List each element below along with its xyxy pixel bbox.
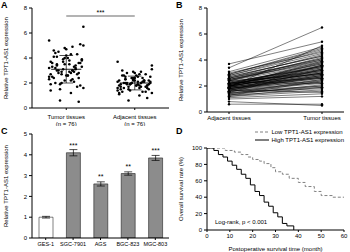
svg-text:5: 5 xyxy=(24,131,28,137)
svg-text:Adjacent tissues(n = 76): Adjacent tissues(n = 76) xyxy=(113,114,157,126)
svg-text:Relative TPT1-AS1 expression: Relative TPT1-AS1 expression xyxy=(8,17,9,99)
svg-text:2: 2 xyxy=(24,194,28,200)
svg-text:60: 60 xyxy=(341,233,342,239)
html-text:C: C xyxy=(1,126,8,136)
svg-text:40: 40 xyxy=(195,194,202,200)
svg-text:GES-1: GES-1 xyxy=(37,241,54,247)
html-text:High TPT1-AS1 expression: High TPT1-AS1 expression xyxy=(271,137,344,143)
svg-text:2: 2 xyxy=(24,80,28,86)
svg-text:0: 0 xyxy=(199,109,203,115)
svg-text:3: 3 xyxy=(24,173,28,179)
html-text:B: B xyxy=(176,0,183,10)
svg-text:0: 0 xyxy=(24,235,28,241)
svg-text:4: 4 xyxy=(24,152,28,158)
svg-text:Tumor tissues(n = 76): Tumor tissues(n = 76) xyxy=(48,114,85,126)
svg-text:0: 0 xyxy=(205,233,209,239)
svg-text:Overall survival rate (%): Overall survival rate (%) xyxy=(178,157,184,221)
svg-text:**: ** xyxy=(125,163,131,170)
svg-text:10: 10 xyxy=(226,233,233,239)
svg-text:20: 20 xyxy=(249,233,256,239)
svg-text:***: *** xyxy=(69,142,77,149)
svg-text:50: 50 xyxy=(318,233,325,239)
svg-text:MGC-803: MGC-803 xyxy=(143,241,167,247)
svg-text:**: ** xyxy=(98,173,104,180)
html-text:A: A xyxy=(1,0,8,10)
svg-text:SGC-7901: SGC-7901 xyxy=(60,241,86,247)
svg-text:30: 30 xyxy=(272,233,279,239)
svg-text:1: 1 xyxy=(24,214,28,220)
svg-text:6: 6 xyxy=(24,30,28,36)
svg-text:***: *** xyxy=(152,147,160,154)
svg-text:Tumor tissues: Tumor tissues xyxy=(303,115,340,121)
svg-text:60: 60 xyxy=(195,178,202,184)
svg-text:AGS: AGS xyxy=(95,241,107,247)
svg-text:4: 4 xyxy=(199,57,203,63)
svg-text:0: 0 xyxy=(24,105,28,111)
svg-text:Relative TPT1-AS1 expression: Relative TPT1-AS1 expression xyxy=(178,19,184,101)
svg-text:8: 8 xyxy=(199,5,203,11)
svg-text:4: 4 xyxy=(24,55,28,61)
svg-text:8: 8 xyxy=(24,5,28,11)
html-text:Log-rank, p < 0.001: Log-rank, p < 0.001 xyxy=(215,219,268,225)
svg-text:0: 0 xyxy=(199,227,203,233)
svg-text:6: 6 xyxy=(199,31,203,37)
svg-text:40: 40 xyxy=(295,233,302,239)
svg-text:2: 2 xyxy=(199,83,203,89)
svg-text:80: 80 xyxy=(195,162,202,168)
svg-text:100: 100 xyxy=(192,145,203,151)
svg-text:***: *** xyxy=(96,9,104,16)
html-text:Low TPT1-AS1 expression: Low TPT1-AS1 expression xyxy=(271,129,343,135)
svg-text:Relative TPT1-AS1 expression: Relative TPT1-AS1 expression xyxy=(8,145,9,227)
svg-text:BGC-823: BGC-823 xyxy=(116,241,139,247)
svg-text:Adjacent tissues: Adjacent tissues xyxy=(207,115,251,121)
svg-text:20: 20 xyxy=(195,211,202,217)
html-text:D: D xyxy=(176,126,183,136)
svg-text:Postoperative survival time (m: Postoperative survival time (month) xyxy=(228,246,322,252)
